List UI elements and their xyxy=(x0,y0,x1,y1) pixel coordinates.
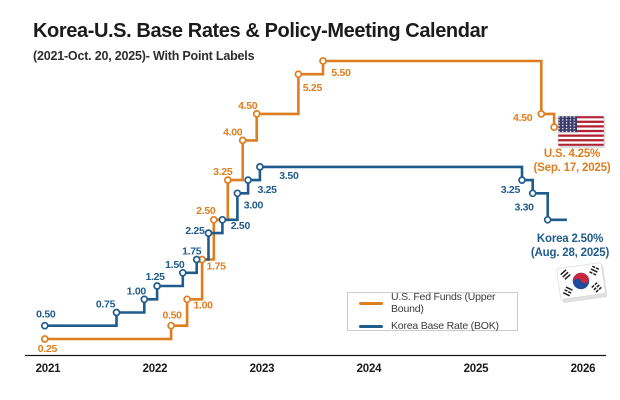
x-tick-label-2022: 2022 xyxy=(143,363,168,375)
us-step-point xyxy=(167,321,175,330)
us-step-point xyxy=(183,295,191,304)
korea-point-label: 3.25 xyxy=(501,184,521,196)
us-step-point xyxy=(550,123,558,132)
korea-rate-line xyxy=(44,165,567,327)
korea-step-point xyxy=(528,189,537,198)
korea-point-label: 0.75 xyxy=(96,299,116,311)
x-tick-label-2023: 2023 xyxy=(250,363,275,375)
korea-step-point xyxy=(192,255,201,264)
legend-item-korea: Korea Base Rate (BOK) xyxy=(359,320,517,332)
chart-legend: U.S. Fed Funds (Upper Bound) Korea Base … xyxy=(347,291,518,332)
korea-step-point xyxy=(518,176,526,184)
korea-flag-icon xyxy=(556,262,608,303)
x-tick-label-2026: 2026 xyxy=(571,363,596,375)
korea-step-point xyxy=(256,163,264,171)
us-flag-stripes xyxy=(558,118,604,144)
page-subtitle: (2021-Oct. 20, 2025)- With Point Labels xyxy=(33,49,255,63)
korea-point-label: 2.25 xyxy=(185,225,205,237)
korea-step-point xyxy=(140,295,149,304)
korea-point-label: 0.50 xyxy=(36,309,56,321)
korea-point-label: 1.75 xyxy=(182,246,202,258)
korea-point-label: 2.50 xyxy=(231,220,251,232)
us-final-annotation: U.S. 4.25% xyxy=(544,148,600,160)
plot-layer: 2021 2022 2023 2024 2025 2026 0.25 0.50 1.00 1.75… xyxy=(25,57,611,375)
page-title: Korea-U.S. Base Rates & Policy-Meeting C… xyxy=(33,20,488,42)
us-step-point xyxy=(238,136,247,145)
korea-step-point xyxy=(204,229,213,237)
us-point-label: 0.25 xyxy=(38,343,58,355)
us-step-point xyxy=(252,110,261,118)
korea-step-point xyxy=(244,176,252,184)
korea-step-point xyxy=(543,215,552,224)
korea-point-label: 1.50 xyxy=(165,259,185,271)
legend-line-us-icon xyxy=(359,301,383,305)
korea-flag-taeguk xyxy=(572,272,590,290)
korea-step-point xyxy=(153,282,161,290)
us-point-label: 0.50 xyxy=(162,310,182,322)
korea-flag-trigrams xyxy=(560,265,602,297)
us-flag-icon xyxy=(557,115,606,148)
us-flag-stars xyxy=(558,116,577,133)
korea-step-point xyxy=(112,308,121,317)
us-point-label: 1.75 xyxy=(206,261,226,273)
us-flag-border xyxy=(557,115,605,147)
korea-point-label: 3.25 xyxy=(257,184,277,196)
us-step-point xyxy=(40,335,49,343)
us-step-point xyxy=(223,176,232,184)
korea-point-label: 3.30 xyxy=(514,201,534,213)
korea-final-annotation: (Aug. 28, 2025) xyxy=(531,247,610,259)
x-tick-label-2025: 2025 xyxy=(464,363,490,375)
us-point-label: 2.50 xyxy=(196,205,216,217)
us-point-label: 3.25 xyxy=(213,166,233,178)
korea-final-annotation: Korea 2.50% xyxy=(537,233,603,245)
us-point-label: 5.25 xyxy=(303,82,323,94)
korea-point-label: 3.00 xyxy=(244,199,264,211)
us-step-point xyxy=(209,215,218,224)
us-point-label: 4.00 xyxy=(223,126,243,138)
legend-item-us: U.S. Fed Funds (Upper Bound) xyxy=(359,291,517,315)
korea-step-point xyxy=(178,268,187,277)
korea-point-label: 3.50 xyxy=(279,170,299,182)
us-rate-line xyxy=(44,59,562,341)
korea-point-label: 1.25 xyxy=(145,271,165,283)
us-step-point xyxy=(319,57,327,65)
legend-label-us: U.S. Fed Funds (Upper Bound) xyxy=(391,291,496,315)
korea-step-point xyxy=(218,215,227,224)
us-point-label: 4.50 xyxy=(513,112,533,124)
us-final-annotation: (Sep. 17, 2025) xyxy=(534,162,611,174)
legend-label-korea: Korea Base Rate (BOK) xyxy=(391,320,499,332)
legend-line-korea-icon xyxy=(359,324,383,328)
korea-point-label: 1.00 xyxy=(127,285,147,297)
us-point-label: 5.50 xyxy=(331,67,351,79)
us-step-point xyxy=(537,110,546,118)
us-point-label: 1.00 xyxy=(193,299,213,311)
korea-step-point xyxy=(233,189,242,198)
us-step-point xyxy=(294,70,303,79)
us-point-label: 4.50 xyxy=(238,100,258,112)
korea-step-point xyxy=(40,321,49,330)
x-tick-label-2024: 2024 xyxy=(357,363,383,375)
x-tick-label-2021: 2021 xyxy=(36,363,62,375)
